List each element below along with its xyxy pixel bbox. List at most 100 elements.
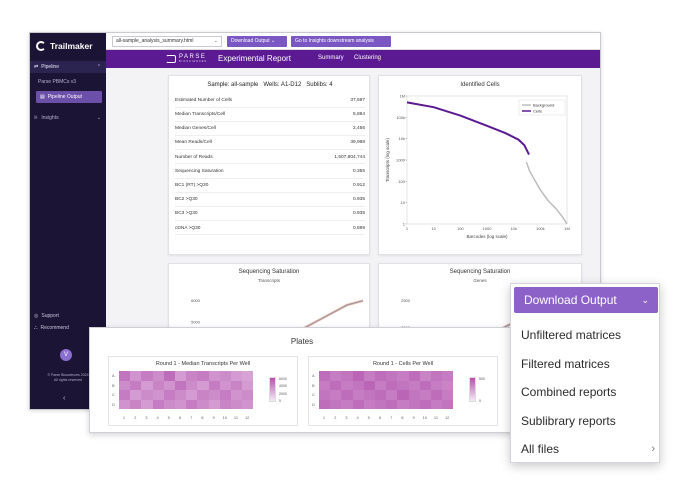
brand[interactable]: Trailmaker <box>36 39 93 53</box>
heatmap-cell[interactable] <box>141 390 153 400</box>
heatmap-cell[interactable] <box>375 399 387 409</box>
heatmap-cell[interactable] <box>442 371 454 381</box>
heatmap-cell[interactable] <box>341 399 353 409</box>
heatmap-cell[interactable] <box>175 380 187 390</box>
heatmap-cell[interactable] <box>330 399 342 409</box>
heatmap-cell[interactable] <box>231 390 243 400</box>
heatmap-cell[interactable] <box>208 390 220 400</box>
heatmap-cell[interactable] <box>175 371 187 381</box>
tab-clustering[interactable]: Clustering <box>354 55 382 61</box>
avatar[interactable]: V <box>60 349 72 361</box>
heatmap-cell[interactable] <box>341 390 353 400</box>
download-output-dropdown[interactable]: Download Output ⌄ <box>514 287 658 313</box>
heatmap-cell[interactable] <box>186 399 198 409</box>
heatmap-cell[interactable] <box>219 390 231 400</box>
heatmap-cell[interactable] <box>186 380 198 390</box>
heatmap-cell[interactable] <box>197 390 209 400</box>
menu-item-unfiltered-matrices[interactable]: Unfiltered matrices <box>521 328 622 342</box>
heatmap-cell[interactable] <box>352 399 364 409</box>
heatmap-cell[interactable] <box>130 380 142 390</box>
heatmap-cell[interactable] <box>319 390 331 400</box>
heatmap-cell[interactable] <box>231 380 243 390</box>
heatmap-cell[interactable] <box>242 380 254 390</box>
heatmap-cell[interactable] <box>386 380 398 390</box>
heatmap-cell[interactable] <box>231 371 243 381</box>
heatmap-cell[interactable] <box>341 380 353 390</box>
sidebar-item-support[interactable]: ◎ Support <box>30 311 106 320</box>
collapse-sidebar-icon[interactable]: ‹ <box>63 395 66 402</box>
menu-item-all-files[interactable]: All files › <box>521 440 655 458</box>
heatmap-cell[interactable] <box>175 390 187 400</box>
heatmap-cell[interactable] <box>186 371 198 381</box>
heatmap-cell[interactable] <box>386 390 398 400</box>
heatmap-cell[interactable] <box>152 390 164 400</box>
heatmap-cell[interactable] <box>163 371 175 381</box>
heatmap-cell[interactable] <box>208 380 220 390</box>
heatmap-cell[interactable] <box>375 371 387 381</box>
sidebar-item-pipeline-output[interactable]: ▤ Pipeline Output <box>36 91 102 103</box>
heatmap-cell[interactable] <box>352 390 364 400</box>
heatmap-cell[interactable] <box>363 399 375 409</box>
heatmap-cell[interactable] <box>397 380 409 390</box>
heatmap-cell[interactable] <box>319 380 331 390</box>
heatmap-cell[interactable] <box>141 399 153 409</box>
heatmap-cell[interactable] <box>152 399 164 409</box>
menu-item-sublibrary-reports[interactable]: Sublibrary reports <box>521 414 616 428</box>
heatmap-cell[interactable] <box>319 371 331 381</box>
heatmap-cell[interactable] <box>152 371 164 381</box>
heatmap-cell[interactable] <box>375 390 387 400</box>
heatmap-cell[interactable] <box>219 371 231 381</box>
heatmap-cell[interactable] <box>419 371 431 381</box>
heatmap-cell[interactable] <box>386 399 398 409</box>
heatmap-cell[interactable] <box>119 399 131 409</box>
heatmap-cell[interactable] <box>197 371 209 381</box>
sidebar-item-insights[interactable]: ⊪ Insights ⌄ <box>30 113 106 123</box>
heatmap-cell[interactable] <box>397 371 409 381</box>
heatmap-cell[interactable] <box>242 399 254 409</box>
heatmap-cell[interactable] <box>130 371 142 381</box>
heatmap-cell[interactable] <box>330 390 342 400</box>
heatmap-cell[interactable] <box>352 371 364 381</box>
heatmap-cell[interactable] <box>431 390 443 400</box>
heatmap-cell[interactable] <box>163 399 175 409</box>
heatmap-cell[interactable] <box>408 380 420 390</box>
heatmap-cell[interactable] <box>219 399 231 409</box>
heatmap-cell[interactable] <box>431 399 443 409</box>
heatmap-cell[interactable] <box>330 371 342 381</box>
heatmap-cell[interactable] <box>352 380 364 390</box>
heatmap-cell[interactable] <box>130 399 142 409</box>
heatmap-cell[interactable] <box>119 380 131 390</box>
menu-item-filtered-matrices[interactable]: Filtered matrices <box>521 357 610 371</box>
heatmap-cell[interactable] <box>141 371 153 381</box>
heatmap-cell[interactable] <box>197 380 209 390</box>
heatmap-cell[interactable] <box>419 380 431 390</box>
heatmap-cell[interactable] <box>408 399 420 409</box>
heatmap-cell[interactable] <box>363 371 375 381</box>
heatmap-cell[interactable] <box>431 371 443 381</box>
heatmap-cell[interactable] <box>375 380 387 390</box>
heatmap-cell[interactable] <box>231 399 243 409</box>
heatmap-cell[interactable] <box>163 390 175 400</box>
heatmap-cell[interactable] <box>186 390 198 400</box>
heatmap-cell[interactable] <box>442 390 454 400</box>
heatmap-cell[interactable] <box>242 390 254 400</box>
heatmap-cell[interactable] <box>341 371 353 381</box>
heatmap-cell[interactable] <box>363 390 375 400</box>
heatmap-cell[interactable] <box>386 371 398 381</box>
heatmap-cell[interactable] <box>175 399 187 409</box>
heatmap-cell[interactable] <box>219 380 231 390</box>
heatmap-cell[interactable] <box>397 390 409 400</box>
heatmap-cell[interactable] <box>419 399 431 409</box>
heatmap-cell[interactable] <box>197 399 209 409</box>
heatmap-cell[interactable] <box>319 399 331 409</box>
heatmap-cell[interactable] <box>163 380 175 390</box>
heatmap-cell[interactable] <box>330 380 342 390</box>
menu-item-combined-reports[interactable]: Combined reports <box>521 385 617 399</box>
heatmap-cell[interactable] <box>408 371 420 381</box>
heatmap-cell[interactable] <box>152 380 164 390</box>
heatmap-cell[interactable] <box>208 399 220 409</box>
heatmap-cell[interactable] <box>442 399 454 409</box>
go-to-insights-button[interactable]: Go to Insights downstream analysis <box>291 36 391 47</box>
heatmap-cell[interactable] <box>408 390 420 400</box>
heatmap-cell[interactable] <box>431 380 443 390</box>
